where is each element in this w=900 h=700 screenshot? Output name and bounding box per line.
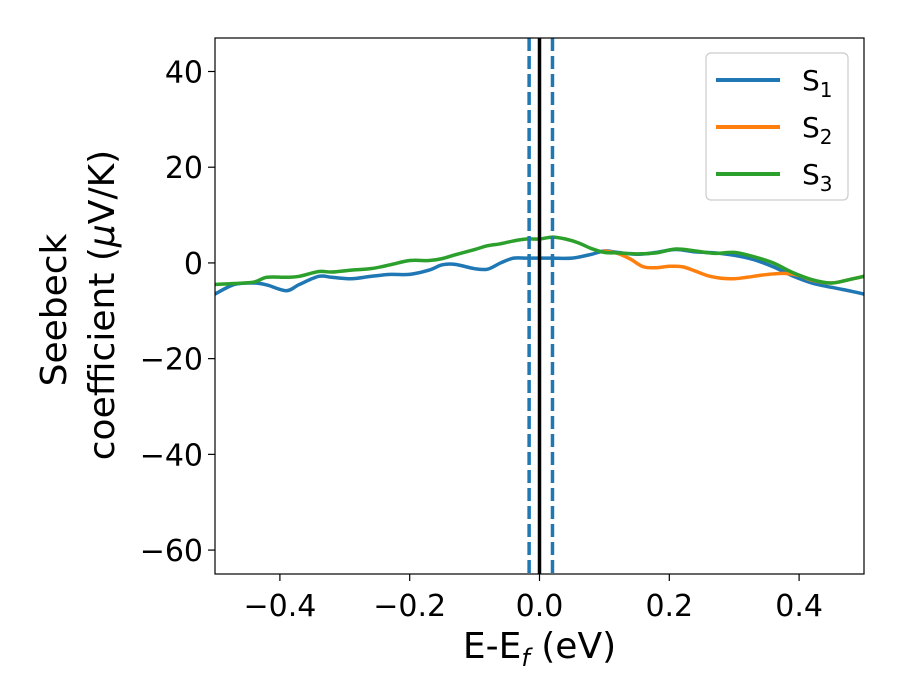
- y-tick-label: 0: [184, 247, 203, 282]
- x-tick-label: 0.2: [645, 589, 693, 624]
- legend-label: S2: [802, 111, 833, 149]
- series-line-s3: [215, 235, 864, 287]
- axis-ticks: −0.4 −0.2 0.0 0.2 0.4 40 20 0 −20 −40 −60: [140, 56, 823, 625]
- x-axis-title-base: E-E: [463, 626, 521, 667]
- y-tick-label: 20: [165, 151, 203, 186]
- plot-lines: [215, 38, 864, 574]
- x-axis-title: E-Ef (eV): [463, 626, 616, 672]
- y-axis-title-mu: μ: [82, 224, 123, 248]
- series-line-s1: [215, 247, 864, 296]
- y-axis-title-line2: coefficient (μV/K): [82, 150, 123, 460]
- x-tick-label: −0.2: [373, 589, 446, 624]
- legend: S1 S2 S3: [705, 52, 849, 201]
- legend-label: S1: [802, 64, 833, 102]
- y-axis-title-line1: Seebeck: [34, 233, 75, 386]
- y-axis-title-line2-prefix: coefficient (: [82, 247, 123, 460]
- x-tick-label: 0.4: [775, 589, 823, 624]
- legend-label: S3: [802, 158, 833, 196]
- x-tick-label: −0.4: [243, 589, 316, 624]
- y-tick-label: −40: [140, 438, 203, 473]
- y-tick-label: 40: [165, 56, 203, 91]
- y-tick-label: −60: [140, 534, 203, 569]
- y-tick-label: −20: [140, 343, 203, 378]
- y-axis-title-line2-suffix: V/K): [82, 150, 123, 224]
- x-axis-title-rest: (eV): [530, 626, 616, 667]
- y-axis-title: Seebeck coefficient (μV/K): [34, 150, 123, 460]
- x-tick-label: 0.0: [516, 589, 564, 624]
